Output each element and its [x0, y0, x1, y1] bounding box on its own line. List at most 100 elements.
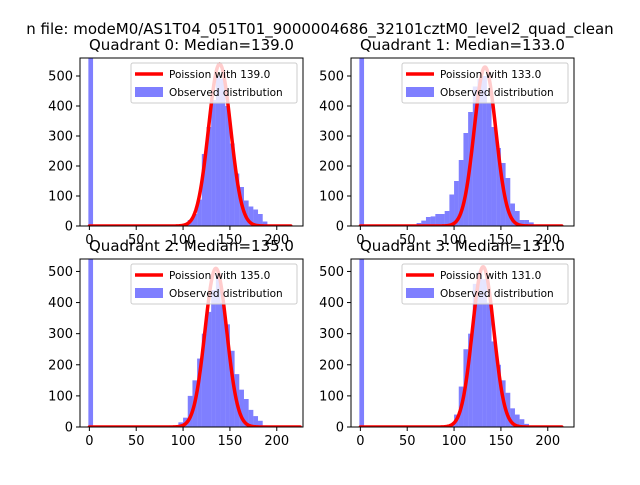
quadrant-3-hist-bar: [491, 341, 497, 427]
quadrant-1-y-tick-label: 0: [336, 220, 344, 235]
quadrant-2-title: Quadrant 2: Median=135.0: [89, 237, 294, 255]
quadrant-3-hist-bar: [514, 414, 520, 427]
quadrant-1-hist-bar: [440, 214, 445, 226]
quadrant-3-hist-bar-zero: [359, 259, 365, 427]
quadrant-2-y-tick-label: 300: [48, 327, 73, 342]
quadrant-3-x-tick-label: 100: [442, 434, 467, 449]
quadrant-2-hist-bar: [206, 311, 212, 427]
quadrant-3-hist-bar: [468, 333, 473, 427]
quadrant-0-x-tick-label: 150: [218, 233, 243, 248]
quadrant-2-hist-bar: [248, 409, 254, 427]
quadrant-2-hist-bar: [229, 350, 235, 427]
quadrant-2-x-tick-label: 100: [171, 434, 196, 449]
quadrant-1-hist-bar: [444, 211, 450, 226]
quadrant-3-y-tick-label: 100: [319, 389, 344, 404]
quadrant-2-hist-bar: [187, 395, 193, 427]
quadrant-1-x-tick-label: 100: [442, 233, 467, 248]
quadrant-2-y-tick-label: 400: [48, 296, 73, 311]
quadrant-0-x-tick-label: 50: [128, 233, 145, 248]
quadrant-3-y-tick-label: 200: [319, 358, 344, 373]
quadrant-3-y-tick-label: 400: [319, 296, 344, 311]
quadrant-0-y-tick-label: 400: [48, 100, 73, 115]
quadrant-1-hist-bar: [430, 216, 436, 226]
quadrant-2-x-tick-label: 0: [85, 434, 93, 449]
quadrant-2-hist-bar-zero: [88, 259, 94, 427]
quadrant-1-x-tick-label: 50: [399, 233, 416, 248]
quadrant-1-hist-bar: [519, 220, 525, 226]
quadrant-2-legend-fit-label: Poission with 135.0: [169, 270, 270, 282]
quadrant-3-legend-fit-label: Poission with 131.0: [440, 270, 541, 282]
quadrant-2-x-tick-label: 50: [128, 434, 145, 449]
quadrant-1-legend-hist-swatch: [406, 87, 434, 97]
quadrant-3-x-tick-label: 50: [399, 434, 416, 449]
quadrant-2-hist-bar: [201, 333, 207, 427]
quadrant-1-hist-bar: [435, 214, 441, 226]
quadrant-1-x-tick-label: 200: [535, 233, 560, 248]
quadrant-1-hist-bar: [477, 79, 483, 226]
quadrant-3-hist-bar: [505, 392, 511, 427]
quadrant-0-hist-bar: [229, 143, 235, 226]
quadrant-2-x-tick-label: 200: [264, 434, 289, 449]
quadrant-3-x-tick-label: 150: [489, 434, 514, 449]
quadrant-1-legend-fit-label: Poission with 133.0: [440, 69, 541, 81]
quadrant-1-x-tick-label: 150: [489, 233, 514, 248]
quadrant-1-hist-bar: [524, 220, 530, 226]
quadrant-0-legend-hist-label: Observed distribution: [169, 87, 283, 99]
quadrant-0-legend: Poission with 139.0 Observed distribution: [130, 62, 298, 104]
quadrant-2-hist-bar: [225, 324, 230, 427]
quadrant-3-legend-hist-label: Observed distribution: [440, 288, 554, 300]
quadrant-0-y-tick-label: 200: [48, 160, 73, 175]
quadrant-2-hist-bar: [215, 274, 221, 427]
quadrant-0-y-tick-label: 0: [65, 220, 73, 235]
quadrant-1-hist-bar: [486, 103, 492, 226]
quadrant-0-x-tick-label: 100: [171, 233, 196, 248]
figure-suptitle: n file: modeM0/AS1T04_051T01_9000004686_…: [26, 20, 613, 39]
quadrant-2-y-tick-label: 0: [65, 421, 73, 436]
quadrant-0-legend-box: [130, 62, 298, 104]
quadrant-1-legend: Poission with 133.0 Observed distribution: [401, 62, 569, 104]
quadrant-3-title: Quadrant 3: Median=131.0: [360, 237, 565, 255]
quadrant-3-hist-bar: [519, 419, 525, 427]
quadrant-0-hist-bar: [206, 127, 212, 226]
quadrant-1-plot-area: [358, 58, 564, 226]
quadrant-1-hist-bar: [463, 133, 469, 226]
quadrant-3-hist-bar: [486, 302, 492, 427]
quadrant-0-hist-bar: [248, 206, 254, 226]
quadrant-0-hist-bar: [253, 209, 259, 226]
quadrant-1-y-tick-label: 500: [319, 70, 344, 85]
quadrant-2-legend: Poission with 135.0 Observed distribution: [130, 263, 298, 305]
quadrant-2-legend-hist-label: Observed distribution: [169, 288, 283, 300]
quadrant-2-hist-bar: [258, 420, 263, 427]
quadrant-1-hist-bar: [505, 178, 511, 226]
quadrant-2-x-tick-label: 150: [218, 434, 243, 449]
quadrant-0-x-tick-label: 200: [264, 233, 289, 248]
quadrant-1-hist-bar: [421, 220, 426, 226]
quadrant-0-y-tick-label: 100: [48, 190, 73, 205]
quadrant-3-hist-bar: [510, 408, 515, 427]
quadrant-1-hist-bar: [472, 86, 478, 226]
quadrant-0-hist-bar: [225, 106, 230, 226]
quadrant-1-y-tick-label: 300: [319, 130, 344, 145]
quadrant-1-x-tick-label: 0: [356, 233, 364, 248]
quadrant-1-y-tick-label: 400: [319, 100, 344, 115]
quadrant-1-hist-bar-zero: [359, 58, 365, 226]
quadrant-2-hist-bar: [253, 416, 259, 427]
quadrant-3-hist-bar: [496, 364, 501, 427]
quadrant-1-axes-frame: [350, 57, 575, 227]
quadrant-1-hist-bar: [510, 203, 515, 226]
quadrant-3-hist-bar: [477, 271, 483, 427]
quadrant-2-hist-bar: [243, 399, 249, 427]
quadrant-0-hist-bar: [234, 173, 240, 226]
quadrant-0-hist-bar: [215, 76, 221, 226]
quadrant-2-panel: 0 50 100 150 200 0 100 200 300 400 500 Quadrant 2: …: [48, 237, 304, 449]
quadrant-1-hist-bar: [491, 127, 497, 226]
quadrant-1-panel: 0 50 100 150 200 0 100 200 300 400 500 Quadrant 1: …: [319, 36, 575, 248]
quadrant-2-y-tick-label: 500: [48, 265, 73, 280]
quadrant-2-axes-frame: [79, 258, 304, 428]
quadrant-0-hist-bar: [197, 199, 202, 226]
quadrant-2-hist-bar: [197, 358, 202, 427]
quadrant-3-axes-frame: [350, 258, 575, 428]
quadrant-1-hist-bar: [529, 222, 534, 226]
